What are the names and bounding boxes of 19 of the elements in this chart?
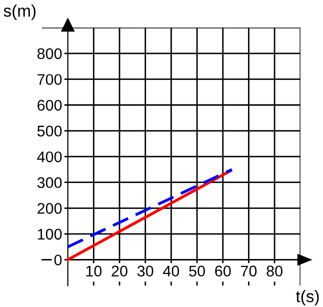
y-tick-label: 200 xyxy=(38,203,62,214)
x-tick-label: 60 xyxy=(215,266,231,276)
y-tick-label: 300 xyxy=(37,177,62,188)
y-tick-label: 400 xyxy=(37,151,62,162)
y-tick-label: 0 xyxy=(54,254,62,266)
x-tick-label: 80 xyxy=(266,266,282,276)
x-tick-label: 10 xyxy=(86,266,102,276)
x-tick-label: 70 xyxy=(240,266,257,276)
y-tick-label: 100 xyxy=(38,228,62,240)
y-tick-label: 800 xyxy=(37,48,62,60)
y-tick-label: 500 xyxy=(37,126,62,136)
y-axis-title: s(m) xyxy=(4,4,36,20)
y-tick-label: 600 xyxy=(38,100,62,111)
x-tick-label: 50 xyxy=(189,266,205,276)
x-axis-title: t(s) xyxy=(296,290,319,306)
x-tick-label: 20 xyxy=(112,266,128,276)
y-tick-label: 700 xyxy=(38,74,62,85)
x-tick-label: 30 xyxy=(137,266,154,276)
x-tick-label: 40 xyxy=(163,266,180,276)
